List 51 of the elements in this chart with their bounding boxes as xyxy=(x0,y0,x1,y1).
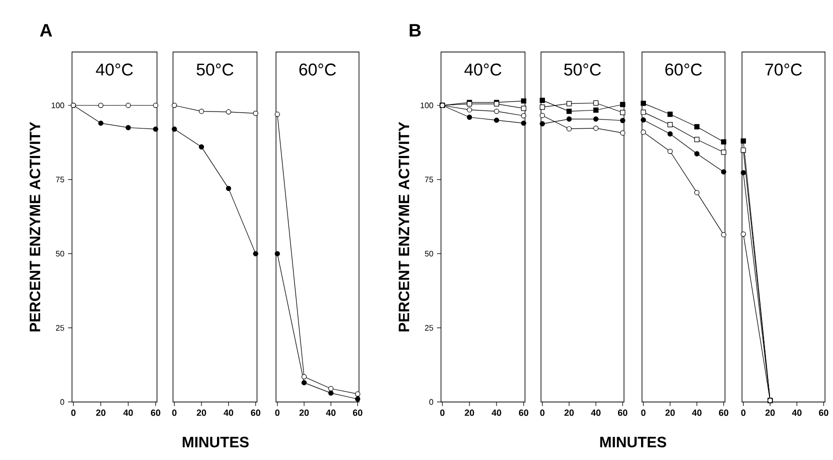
x-tick-label: 60 xyxy=(818,410,828,416)
x-axis-title: MINUTES xyxy=(600,436,666,448)
x-tick-label: 60 xyxy=(250,410,260,416)
x-tick-label: 0 xyxy=(440,410,444,416)
x-tick-label: 20 xyxy=(665,410,675,416)
text: B xyxy=(410,24,421,36)
text: A xyxy=(40,24,52,36)
x-tick-label: 60 xyxy=(618,410,628,416)
x-tick-label: 0 xyxy=(641,410,646,416)
text: 40°C xyxy=(464,64,502,76)
x-tick-label: 60 xyxy=(718,410,728,416)
x-tick-label: 60 xyxy=(352,410,362,416)
y-tick-label: 75 xyxy=(56,176,64,182)
text: 40°C xyxy=(96,64,133,76)
y-tick-label: 75 xyxy=(424,176,434,182)
x-tick-label: 20 xyxy=(765,410,775,416)
x-tick-label: 20 xyxy=(564,410,574,416)
x-tick-label: 40 xyxy=(692,410,702,416)
x-tick-label: 0 xyxy=(71,410,76,416)
x-tick-label: 0 xyxy=(275,410,280,416)
text: 50°C xyxy=(196,64,234,76)
x-tick-label: 20 xyxy=(464,410,474,416)
x-tick-label: 60 xyxy=(518,410,528,416)
y-tick-label: 25 xyxy=(424,325,434,331)
text: 50°C xyxy=(564,64,601,76)
x-tick-label: 40 xyxy=(792,410,802,416)
y-axis-title: PERCENT ENZYME ACTIVITY xyxy=(30,122,40,332)
x-tick-label: 20 xyxy=(196,410,206,416)
y-axis-title: PERCENT ENZYME ACTIVITY xyxy=(398,122,410,332)
text: 60°C xyxy=(665,64,702,76)
y-tick-label: 100 xyxy=(52,102,64,108)
x-tick-label: 40 xyxy=(123,410,133,416)
y-tick-label: 50 xyxy=(424,250,434,257)
text: 70°C xyxy=(765,64,802,76)
x-axis-title: MINUTES xyxy=(182,436,249,448)
x-tick-label: 60 xyxy=(150,410,160,416)
y-tick-label: 50 xyxy=(56,250,64,257)
x-tick-label: 20 xyxy=(96,410,106,416)
x-tick-label: 40 xyxy=(326,410,336,416)
y-tick-label: 0 xyxy=(429,399,434,405)
y-tick-label: 100 xyxy=(420,102,434,108)
y-tick-label: 0 xyxy=(60,399,64,405)
x-tick-label: 40 xyxy=(492,410,502,416)
x-tick-label: 20 xyxy=(299,410,309,416)
x-tick-label: 0 xyxy=(540,410,544,416)
x-tick-label: 0 xyxy=(172,410,177,416)
text: 60°C xyxy=(299,64,336,76)
x-tick-label: 40 xyxy=(224,410,234,416)
x-tick-label: 0 xyxy=(741,410,746,416)
x-tick-label: 40 xyxy=(591,410,601,416)
y-tick-label: 25 xyxy=(56,325,64,331)
